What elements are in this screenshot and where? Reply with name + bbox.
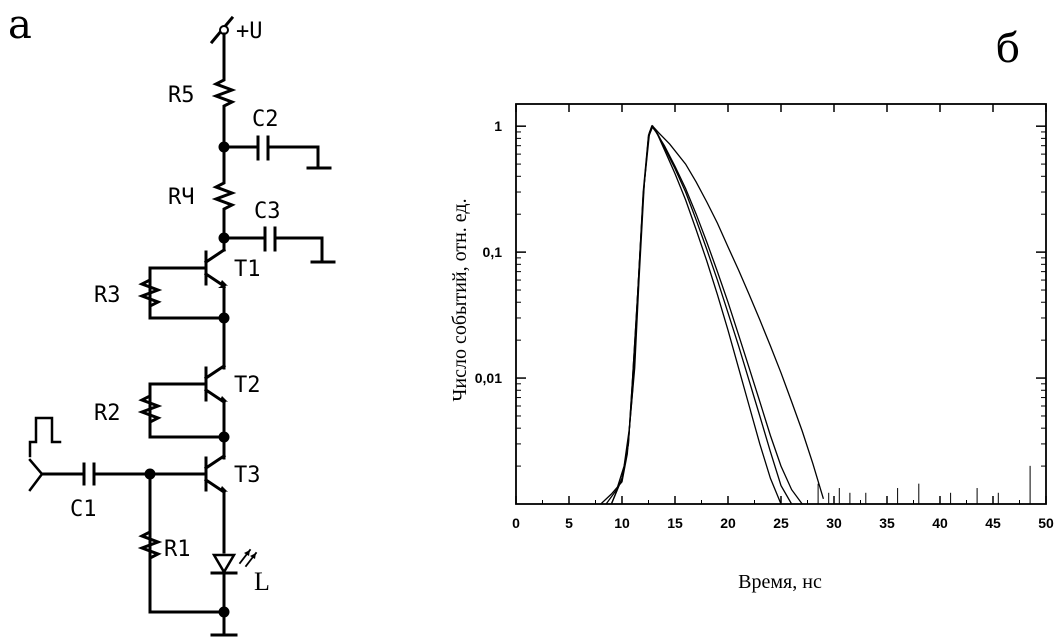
plot-frame xyxy=(515,103,1047,505)
t2-emitter-arrow xyxy=(220,396,228,402)
y-axis-label: Число событий, отн. ед. xyxy=(449,198,471,401)
pulse-symbol xyxy=(28,416,62,458)
label-c2: C2 xyxy=(252,107,279,132)
y-tick-label: 0,01 xyxy=(475,370,502,386)
label-r5: R5 xyxy=(168,83,195,108)
junction-dot xyxy=(218,431,230,443)
label-t2: T2 xyxy=(234,373,261,398)
resistor-r2 xyxy=(137,390,163,428)
label-r3: R3 xyxy=(94,283,121,308)
t1-emitter-arrow xyxy=(220,280,228,286)
panel-label-b: б xyxy=(996,26,1021,72)
transistor-t2-collector xyxy=(203,363,227,381)
transistor-t3-collector xyxy=(203,453,227,471)
label-r4: RЧ xyxy=(168,185,195,210)
label-c3: C3 xyxy=(254,199,281,224)
x-tick-label: 40 xyxy=(932,515,948,531)
resistor-r3 xyxy=(137,274,163,312)
y-tick-label: 1 xyxy=(494,118,502,134)
junction-dot xyxy=(218,606,230,618)
x-tick-label: 25 xyxy=(773,515,789,531)
y-tick-label: 0,1 xyxy=(483,244,503,260)
resistor-r5 xyxy=(211,73,237,114)
resistor-r4 xyxy=(211,176,237,217)
x-tick-label: 50 xyxy=(1038,515,1054,531)
x-tick-label: 5 xyxy=(565,515,573,531)
led-arrow-tip xyxy=(244,550,250,556)
panel-label-a: а xyxy=(8,2,32,48)
x-tick-label: 20 xyxy=(720,515,736,531)
label-c1: C1 xyxy=(70,497,97,522)
label-r1: R1 xyxy=(164,537,191,562)
x-tick-label: 10 xyxy=(614,515,630,531)
decay-curve-2 xyxy=(605,124,782,505)
label-led: L xyxy=(254,567,270,596)
transistor-t1-collector xyxy=(203,247,227,265)
junction-dot xyxy=(218,312,230,324)
t3-emitter-arrow xyxy=(220,486,228,492)
x-tick-label: 15 xyxy=(667,515,683,531)
decay-curve-3 xyxy=(610,124,793,505)
label-supply: +U xyxy=(236,19,263,44)
x-tick-label: 0 xyxy=(512,515,520,531)
decay-curve-4 xyxy=(610,124,825,505)
x-tick-label: 45 xyxy=(985,515,1001,531)
resistor-r1 xyxy=(137,526,163,564)
label-r2: R2 xyxy=(94,401,121,426)
x-tick-label: 30 xyxy=(826,515,842,531)
x-axis-label: Время, нс xyxy=(738,571,822,593)
x-tick-label: 35 xyxy=(879,515,895,531)
label-t1: T1 xyxy=(234,257,261,282)
led-l-body xyxy=(211,553,237,575)
led-arrow-tip xyxy=(250,553,256,559)
decay-curve-1 xyxy=(600,124,803,505)
label-t3: T3 xyxy=(234,463,261,488)
